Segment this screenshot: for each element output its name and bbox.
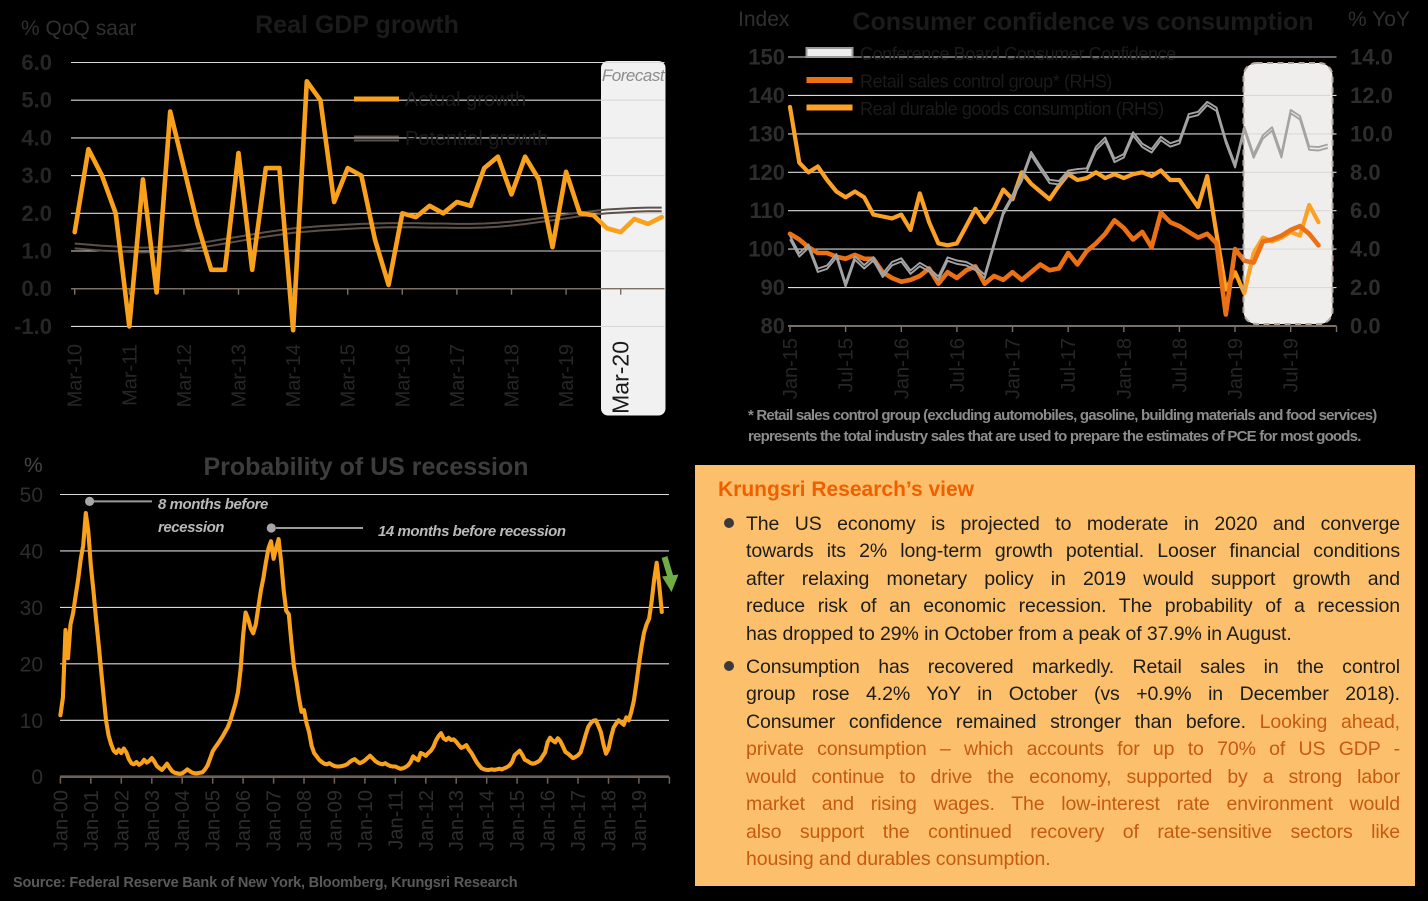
svg-text:Retail sales control group* (R: Retail sales control group* (RHS): [860, 72, 1112, 92]
svg-text:Jan-17: Jan-17: [1003, 338, 1025, 399]
svg-text:Jan-17: Jan-17: [568, 790, 590, 851]
svg-text:Jan-03: Jan-03: [142, 790, 164, 851]
svg-text:110: 110: [750, 198, 786, 223]
svg-text:Index: Index: [738, 8, 790, 31]
svg-text:Mar-10: Mar-10: [65, 344, 87, 407]
svg-text:Jan-06: Jan-06: [233, 790, 255, 851]
svg-text:6.0: 6.0: [1350, 198, 1381, 223]
svg-text:Mar-19: Mar-19: [556, 344, 578, 407]
svg-text:130: 130: [748, 121, 785, 146]
svg-text:Jan-16: Jan-16: [538, 790, 560, 851]
svg-text:Jan-09: Jan-09: [324, 790, 346, 851]
svg-text:6.0: 6.0: [21, 50, 52, 75]
svg-text:140: 140: [748, 83, 785, 108]
svg-text:-1.0: -1.0: [14, 314, 52, 339]
svg-text:Mar-12: Mar-12: [174, 344, 196, 407]
svg-text:Potential growth: Potential growth: [405, 128, 548, 150]
svg-text:Forecast: Forecast: [602, 66, 666, 85]
svg-text:40: 40: [20, 540, 43, 563]
svg-text:Jul-17: Jul-17: [1058, 338, 1080, 392]
svg-text:120: 120: [748, 160, 785, 185]
svg-text:% YoY: % YoY: [1348, 8, 1410, 31]
svg-text:2.0: 2.0: [1350, 275, 1381, 300]
svg-text:Jan-12: Jan-12: [416, 790, 438, 851]
svg-text:Jan-08: Jan-08: [294, 790, 316, 851]
svg-text:%: %: [24, 454, 43, 477]
svg-text:Jul-19: Jul-19: [1281, 338, 1303, 392]
svg-text:Mar-16: Mar-16: [392, 344, 414, 407]
svg-text:Mar-20: Mar-20: [608, 341, 634, 414]
svg-text:2.0: 2.0: [21, 201, 52, 226]
svg-text:Jul-16: Jul-16: [947, 338, 969, 392]
svg-text:20: 20: [20, 653, 43, 676]
svg-text:3.0: 3.0: [21, 163, 52, 188]
svg-text:14.0: 14.0: [1350, 45, 1393, 70]
svg-text:10.0: 10.0: [1350, 121, 1393, 146]
svg-text:100: 100: [748, 237, 785, 262]
svg-text:Mar-17: Mar-17: [447, 344, 469, 407]
svg-text:80: 80: [761, 314, 785, 339]
svg-text:14 months before recession: 14 months before recession: [378, 523, 566, 540]
svg-text:30: 30: [20, 597, 43, 620]
svg-text:Jan-11: Jan-11: [385, 790, 407, 850]
svg-text:0.0: 0.0: [1350, 314, 1381, 339]
svg-text:Jan-18: Jan-18: [599, 790, 621, 851]
svg-text:Jan-05: Jan-05: [203, 790, 225, 851]
svg-text:Jan-15: Jan-15: [780, 338, 802, 399]
svg-text:5.0: 5.0: [21, 88, 52, 113]
svg-text:Source: Federal Reserve Bank o: Source: Federal Reserve Bank of New York…: [13, 875, 517, 891]
svg-text:recession: recession: [158, 519, 224, 536]
svg-text:Conference Board Consumer Conf: Conference Board Consumer Confidence: [860, 44, 1176, 64]
svg-text:Jan-00: Jan-00: [50, 790, 72, 851]
svg-text:0: 0: [31, 766, 43, 789]
svg-text:Jan-19: Jan-19: [629, 790, 651, 851]
svg-text:50: 50: [20, 484, 43, 507]
svg-text:Jan-02: Jan-02: [111, 790, 133, 851]
svg-text:Jan-14: Jan-14: [477, 790, 499, 851]
svg-text:90: 90: [761, 275, 785, 300]
svg-text:Jan-04: Jan-04: [172, 790, 194, 851]
svg-text:8.0: 8.0: [1350, 160, 1381, 185]
svg-text:Jan-13: Jan-13: [446, 790, 468, 851]
svg-text:Real durable goods consumption: Real durable goods consumption (RHS): [860, 99, 1164, 119]
svg-text:Jan-07: Jan-07: [264, 790, 286, 851]
svg-text:0.0: 0.0: [21, 276, 52, 301]
svg-text:Real GDP growth: Real GDP growth: [255, 11, 459, 39]
svg-text:Consumer confidence vs consump: Consumer confidence vs consumption: [852, 8, 1313, 36]
svg-text:Jan-01: Jan-01: [81, 790, 103, 851]
svg-text:* Retail sales control group (: * Retail sales control group (excluding …: [748, 407, 1377, 424]
svg-text:% QoQ saar: % QoQ saar: [21, 17, 137, 40]
svg-text:Jul-18: Jul-18: [1169, 338, 1191, 392]
svg-text:8 months before: 8 months before: [158, 496, 268, 513]
svg-text:Jan-15: Jan-15: [507, 790, 529, 851]
svg-text:Mar-11: Mar-11: [119, 344, 141, 406]
svg-text:Mar-13: Mar-13: [229, 344, 251, 407]
svg-text:12.0: 12.0: [1350, 83, 1393, 108]
svg-text:Jan-10: Jan-10: [355, 790, 377, 851]
svg-text:4.0: 4.0: [1350, 237, 1381, 262]
svg-text:Probability of US recession: Probability of US recession: [203, 453, 528, 481]
svg-text:4.0: 4.0: [21, 125, 52, 150]
svg-text:10: 10: [20, 710, 43, 733]
svg-text:Jan-16: Jan-16: [891, 338, 913, 399]
svg-text:Mar-18: Mar-18: [502, 344, 524, 407]
svg-text:represents the total industry: represents the total industry sales that…: [748, 428, 1361, 445]
svg-text:1.0: 1.0: [21, 239, 52, 264]
svg-text:Jan-18: Jan-18: [1114, 338, 1136, 399]
svg-text:Jul-15: Jul-15: [836, 338, 858, 392]
svg-text:Mar-14: Mar-14: [283, 344, 305, 407]
svg-text:150: 150: [748, 45, 785, 70]
svg-text:Jan-19: Jan-19: [1225, 338, 1247, 399]
svg-text:Actual growth: Actual growth: [405, 89, 526, 111]
svg-text:Mar-15: Mar-15: [338, 344, 360, 407]
